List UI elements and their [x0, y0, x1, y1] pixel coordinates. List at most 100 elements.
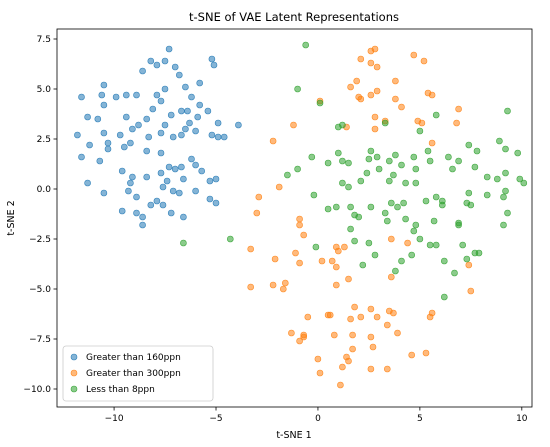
- data-point-series-2: [432, 111, 440, 119]
- data-point-series-2: [381, 209, 389, 217]
- data-point-series-1: [247, 283, 254, 291]
- y-tick-label: −10.0: [23, 385, 51, 395]
- data-point-series-0: [178, 163, 185, 171]
- data-point-series-0: [100, 101, 108, 109]
- data-point-series-0: [167, 209, 175, 217]
- data-point-series-1: [290, 121, 297, 129]
- data-point-series-2: [471, 163, 479, 171]
- data-point-series-0: [214, 119, 222, 127]
- data-point-series-2: [373, 153, 381, 161]
- data-point-series-0: [127, 139, 134, 147]
- data-point-series-2: [440, 293, 448, 301]
- data-point-series-2: [390, 171, 397, 179]
- data-point-series-1: [371, 125, 379, 133]
- data-point-series-1: [296, 215, 303, 223]
- data-point-series-1: [465, 261, 473, 269]
- data-point-series-0: [94, 115, 102, 123]
- data-point-series-2: [426, 157, 434, 165]
- legend: Greater than 160ppn Greater than 300ppn Le…: [62, 345, 214, 402]
- data-point-series-2: [502, 145, 509, 153]
- legend-items: Greater than 160ppn Greater than 300ppn Le…: [70, 353, 181, 395]
- data-point-series-2: [455, 157, 462, 165]
- data-point-series-0: [84, 113, 91, 121]
- data-point-series-0: [198, 167, 205, 175]
- data-point-series-0: [192, 187, 199, 195]
- data-point-series-2: [363, 169, 371, 177]
- data-point-series-2: [355, 213, 363, 221]
- data-point-series-0: [176, 71, 183, 79]
- y-tick-label: −5.0: [29, 285, 51, 295]
- data-point-series-0: [104, 145, 112, 153]
- data-point-series-2: [371, 251, 379, 259]
- data-point-series-2: [394, 203, 401, 211]
- data-point-series-1: [330, 331, 338, 339]
- data-point-series-0: [133, 209, 140, 217]
- data-point-series-0: [118, 207, 126, 215]
- data-point-series-0: [147, 201, 155, 209]
- data-point-series-1: [339, 363, 346, 371]
- data-point-series-2: [514, 149, 522, 157]
- data-point-series-0: [186, 119, 193, 127]
- data-point-series-1: [371, 45, 379, 53]
- data-point-series-2: [432, 241, 440, 249]
- data-point-series-2: [392, 151, 399, 159]
- y-tick-label: 5.0: [37, 85, 52, 95]
- data-point-series-2: [416, 235, 424, 243]
- data-point-series-1: [404, 239, 411, 247]
- data-point-series-1: [369, 343, 377, 351]
- data-point-series-2: [284, 171, 291, 179]
- chart-title: t-SNE of VAE Latent Representations: [189, 10, 399, 24]
- data-point-series-1: [387, 273, 395, 281]
- data-point-series-2: [347, 203, 354, 211]
- data-point-series-2: [449, 165, 456, 173]
- data-point-series-0: [133, 193, 140, 201]
- data-point-series-2: [332, 203, 340, 211]
- data-point-series-1: [353, 77, 361, 85]
- data-point-series-0: [121, 143, 128, 151]
- data-point-series-1: [296, 221, 303, 229]
- data-point-series-1: [345, 357, 352, 365]
- data-point-series-0: [112, 93, 120, 101]
- data-point-series-2: [412, 179, 420, 187]
- data-point-series-0: [129, 173, 136, 181]
- data-point-series-0: [123, 113, 130, 121]
- data-point-series-0: [98, 91, 106, 99]
- data-point-series-1: [288, 329, 295, 337]
- data-point-series-0: [84, 179, 91, 187]
- data-point-series-2: [180, 239, 187, 247]
- data-point-series-1: [357, 313, 365, 321]
- data-point-series-2: [500, 193, 507, 201]
- data-point-series-0: [182, 125, 189, 133]
- data-point-series-2: [504, 107, 511, 115]
- data-point-series-2: [473, 147, 481, 155]
- data-point-series-2: [367, 203, 375, 211]
- data-point-series-2: [339, 179, 346, 187]
- data-point-series-2: [400, 199, 407, 207]
- data-point-series-2: [398, 257, 405, 265]
- data-point-series-1: [394, 329, 401, 337]
- legend-label: Greater than 300ppn: [86, 369, 181, 379]
- data-point-series-1: [332, 263, 340, 271]
- data-point-series-0: [159, 183, 167, 191]
- data-point-series-0: [139, 213, 146, 221]
- data-point-series-1: [269, 281, 277, 289]
- data-point-series-1: [281, 279, 289, 287]
- data-point-series-2: [445, 153, 452, 161]
- data-point-series-0: [206, 195, 214, 203]
- data-point-series-1: [357, 55, 365, 63]
- data-point-series-0: [135, 121, 142, 129]
- data-point-series-0: [157, 169, 165, 177]
- data-point-series-0: [145, 133, 152, 141]
- data-point-series-0: [196, 101, 203, 109]
- data-point-series-2: [345, 183, 352, 191]
- data-point-series-2: [504, 209, 511, 217]
- data-point-series-0: [86, 141, 93, 149]
- data-point-series-0: [127, 179, 134, 187]
- x-tick-label: −5: [209, 414, 222, 424]
- data-point-series-0: [178, 131, 185, 139]
- data-point-series-2: [424, 147, 432, 155]
- data-point-series-2: [451, 269, 458, 277]
- data-point-series-0: [100, 81, 108, 89]
- x-tick-label: 10: [516, 414, 528, 424]
- data-point-series-0: [157, 149, 165, 157]
